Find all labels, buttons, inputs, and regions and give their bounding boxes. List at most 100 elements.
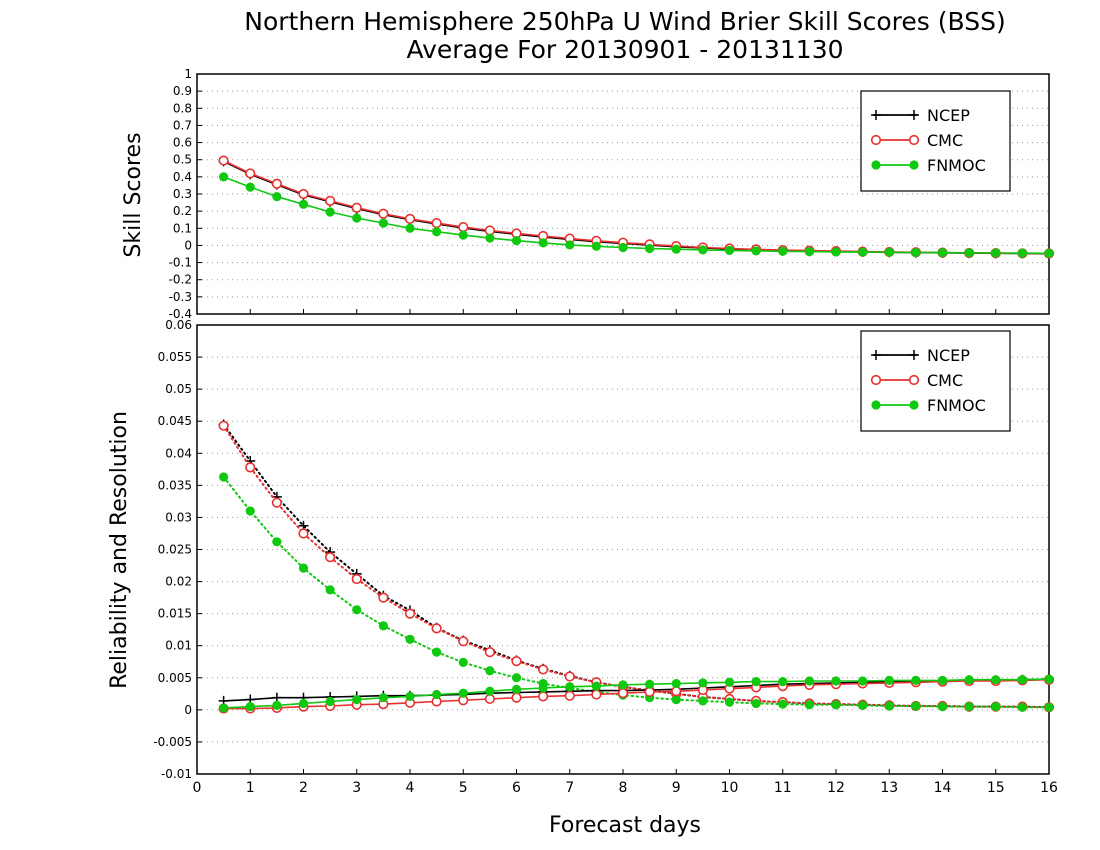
top-series-cmc-point [378,208,389,219]
bottom-xtick-label: 6 [512,780,521,796]
top-series-fnmoc-point [352,213,362,223]
top-series-cmc-point [271,178,282,189]
top-legend-marker-fnmoc-a [871,160,881,170]
bottom-series-cmc-resolution-point [431,623,442,634]
bottom-series-cmc-reliability-point [617,688,629,699]
bottom-series-fnmoc-reliability-point [751,677,761,687]
bottom-series-fnmoc-reliability-point [458,688,468,698]
bottom-series-fnmoc-resolution-point [405,634,415,644]
bottom-xtick-label: 8 [619,780,628,796]
bottom-series-fnmoc-resolution-point [1017,702,1027,712]
top-legend-marker-cmc-b [908,134,920,146]
bottom-series-fnmoc-resolution-point [272,537,282,547]
bottom-series-fnmoc-reliability-point [405,691,415,701]
bottom-xtick-label: 11 [774,780,792,796]
top-series-fnmoc-point [272,191,282,202]
bottom-ytick-label: 0 [184,703,192,717]
bottom-series-fnmoc-resolution-point [884,701,894,711]
top-series-cmc-point [218,155,229,166]
bottom-xtick-label: 2 [299,780,308,796]
bottom-ytick-label: 0.02 [165,575,192,589]
bottom-legend-marker-fnmoc-a [871,400,881,410]
bottom-series-fnmoc-reliability-point [724,677,735,687]
bottom-xtick-label: 1 [246,780,255,796]
top-legend-marker-ncep-b [909,110,919,120]
top-series-fnmoc-point [645,243,655,254]
top-ytick-label: 1 [184,67,192,81]
top-ytick-label: 0.5 [173,153,192,167]
bottom-series-fnmoc-resolution-point [778,699,788,709]
bottom-ytick-label: 0.005 [158,671,192,685]
top-series-fnmoc-point [804,247,814,257]
bottom-series-cmc-reliability-point [538,691,549,702]
top-ytick-label: -0.1 [169,256,192,270]
bottom-series-fnmoc-reliability [219,674,1054,713]
bottom-series-fnmoc-resolution-point [378,621,388,631]
bottom-series-fnmoc-reliability-point [298,698,309,709]
bottom-series-fnmoc-reliability-point [778,677,788,687]
bottom-ytick-label: 0.04 [165,446,192,460]
top-series-fnmoc-point [1044,248,1054,258]
bottom-xtick-label: 10 [721,780,739,796]
bottom-ytick-label: 0.01 [165,639,192,653]
bottom-xtick-label: 13 [880,780,898,796]
bottom-series-cmc-resolution-point [511,656,522,667]
top-series-fnmoc-point [911,247,921,258]
bottom-series-fnmoc-reliability-point [511,684,522,694]
chart-title-line1: Northern Hemisphere 250hPa U Wind Brier … [244,7,1005,36]
top-ytick-label: -0.4 [169,307,192,321]
skill-score-panel: 1 0.9 0.8 0.7 0.6 0.5 0.4 0.3 0.2 0.1 0 -0.1 -0.2 -0.… [169,67,1055,321]
bottom-xtick-label: 4 [406,780,415,796]
chart-title-line2: Average For 20130901 - 20131130 [406,35,843,64]
bottom-series-fnmoc-reliability-point [1017,675,1027,685]
bottom-series-cmc-resolution [218,420,1055,713]
bottom-series-ncep-resolution [218,419,1054,713]
bottom-series-fnmoc-reliability-point [378,693,388,703]
bottom-series-fnmoc-resolution-line [222,476,1050,709]
bottom-legend-label-fnmoc: FNMOC [927,396,986,415]
reliability-resolution-panel: 0.060.0550.050.0450.040.0350.030.0250.02… [153,318,1058,796]
bottom-series-fnmoc-resolution-point [298,563,309,573]
bottom-ytick-label: 0.055 [158,350,192,364]
bottom-series-fnmoc-reliability-point [432,689,442,700]
bottom-ytick-label: 0.015 [158,607,192,621]
top-series-fnmoc-point [778,246,788,256]
top-legend: NCEP CMC FNMOC [860,90,1011,192]
bottom-frame [196,324,1050,775]
top-legend-marker-fnmoc-b [909,160,919,170]
top-legend-box [860,90,1011,192]
bottom-ytick-label: 0.06 [165,318,192,332]
bottom-series-cmc-reliability-point [564,690,575,701]
top-ytick-label: 0 [184,238,192,252]
bottom-series-cmc-reliability-point [484,693,495,705]
top-series-cmc-point [245,168,256,179]
top-series-cmc-point [404,213,416,224]
top-legend-marker-ncep-a [871,110,881,120]
bottom-series-fnmoc-reliability-point [245,702,255,712]
top-legend-marker-cmc-a [870,134,882,146]
top-series-fnmoc-point [298,199,309,209]
bottom-legend-marker-fnmoc-b [909,400,919,410]
top-series-cmc-point [298,188,309,200]
bottom-series-fnmoc-resolution-point [511,673,522,683]
top-series-fnmoc-point [937,248,948,258]
bottom-series-ncep-resolution-line [222,423,1050,709]
bottom-xtick-label: 16 [1040,780,1058,796]
bottom-series-fnmoc-reliability-point [858,676,868,686]
bottom-series-fnmoc-reliability-point [937,675,948,685]
top-ytick-label: 0.9 [173,84,192,98]
top-series-cmc-point [458,221,469,233]
bottom-series-fnmoc-resolution-point [751,698,761,709]
bottom-series-cmc-resolution-point [564,671,575,682]
bottom-series-fnmoc-reliability-point [219,703,229,713]
bottom-series-cmc-resolution-point [271,497,282,508]
top-legend-label-fnmoc: FNMOC [927,156,986,175]
bottom-legend-label-ncep: NCEP [927,346,970,365]
top-series-fnmoc-point [618,242,628,253]
bottom-series-fnmoc-resolution-point [1044,702,1054,712]
top-series-cmc-point [325,195,336,206]
bottom-series-fnmoc-reliability-point [591,681,601,691]
bottom-legend-marker-cmc-b [908,374,920,386]
bottom-xtick-label: 7 [565,780,574,796]
top-legend-label-cmc: CMC [927,131,963,150]
